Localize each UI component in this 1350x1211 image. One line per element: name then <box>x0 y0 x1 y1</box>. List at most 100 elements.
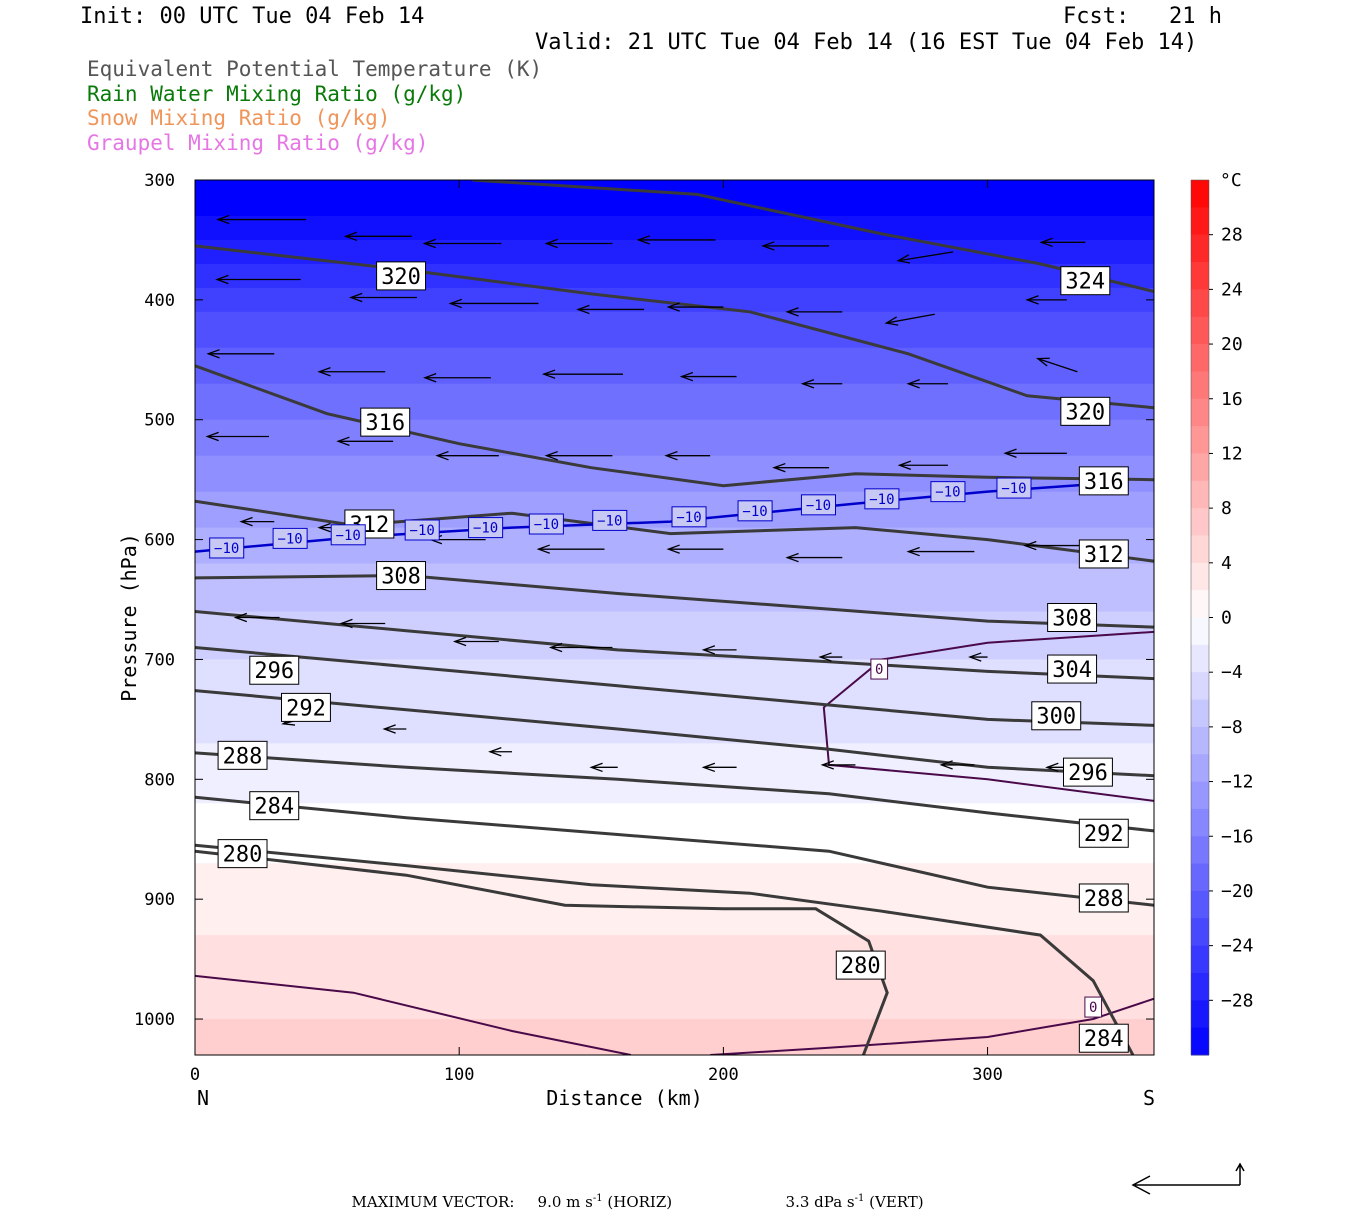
theta-e-label: 316 <box>1084 470 1124 495</box>
x-tick-label: 0 <box>190 1065 200 1085</box>
wind-vector-head <box>382 724 396 734</box>
wind-vector <box>1037 357 1078 373</box>
theta-e-contours <box>195 180 1154 1055</box>
wind-vector-head <box>317 522 331 533</box>
wind-vector-head <box>1003 448 1017 459</box>
field-title-snow: Snow Mixing Ratio (g/kg) <box>87 106 391 130</box>
wind-vector-head <box>897 460 912 470</box>
horiz-unit: (HORIZ) <box>607 1193 673 1211</box>
temperature-band <box>195 971 1154 985</box>
temperature-band <box>195 599 1154 613</box>
isotherm-minus10-label: −10 <box>1001 481 1026 497</box>
temperature-band <box>195 299 1154 313</box>
theta-e-label: 288 <box>223 744 263 769</box>
wind-vector-head <box>906 546 920 557</box>
y-tick-label: 1000 <box>134 1010 175 1030</box>
temperature-band <box>195 587 1154 601</box>
colorbar-segment <box>1191 289 1209 318</box>
horiz-exp: -1 <box>592 1193 603 1204</box>
theta-e-label: 308 <box>1052 606 1092 631</box>
colorbar-tick-label: 0 <box>1221 608 1232 629</box>
colorbar-segment <box>1191 890 1209 919</box>
y-tick-label: 300 <box>144 171 175 191</box>
temperature-band <box>195 491 1154 505</box>
temperature-band <box>195 275 1154 289</box>
x-tick-label: 300 <box>972 1065 1003 1085</box>
temperature-band <box>195 995 1154 1009</box>
isotherm-minus10-label: −10 <box>473 521 498 537</box>
temperature-band <box>195 1031 1154 1045</box>
temperature-band <box>195 455 1154 469</box>
wind-vector-head <box>349 292 363 303</box>
wind-vector-head <box>215 274 229 285</box>
temperature-band <box>195 287 1154 301</box>
temperature-band <box>195 1043 1154 1055</box>
theta-e-contour-316 <box>195 364 1154 488</box>
colorbar-segment <box>1191 316 1209 345</box>
zero-isotherm <box>195 630 1154 1055</box>
temperature-band <box>195 731 1154 745</box>
isotherm-minus10-label: −10 <box>277 531 302 547</box>
temperature-band <box>195 887 1154 901</box>
theta-e-label-box <box>1078 1023 1129 1053</box>
theta-e-label-box <box>249 655 300 685</box>
wind-vector-head <box>906 379 920 389</box>
theta-e-label: 296 <box>1068 761 1108 786</box>
zero-isotherm-line <box>710 997 1154 1055</box>
colorbar-tick-label: −12 <box>1221 772 1254 793</box>
theta-e-contour-300 <box>195 646 1154 727</box>
colorbar-segment <box>1191 562 1209 591</box>
wind-vector-head <box>1045 762 1059 773</box>
temperature-band <box>195 839 1154 853</box>
theta-e-label-box <box>217 839 268 869</box>
vert-value: 3.3 dPa s <box>785 1193 855 1211</box>
temperature-band <box>195 947 1154 961</box>
vert-exp: -1 <box>854 1193 865 1204</box>
temperature-band <box>195 1019 1154 1033</box>
colorbar-segment <box>1191 754 1209 783</box>
max-vector-caption: MAXIMUM VECTOR: <box>342 1175 515 1211</box>
theta-e-label-box <box>1060 266 1111 296</box>
wind-vector-head <box>343 231 358 242</box>
temperature-band <box>195 635 1154 649</box>
max-vector-arrow-icon <box>1131 1162 1245 1195</box>
wind-vector-head <box>317 367 331 377</box>
colorbar: 28 24 20 16 12 8 4 0 −4 −8 −12 −16 −20 −24 −28 °C <box>1190 170 1254 1056</box>
wind-vector-head <box>785 552 799 563</box>
temperature-band <box>195 899 1154 913</box>
theta-e-label: 316 <box>365 411 405 436</box>
colorbar-tick-label: −24 <box>1221 936 1254 957</box>
field-title-graupel: Graupel Mixing Ratio (g/kg) <box>87 131 429 155</box>
wind-vector-head <box>206 349 220 359</box>
colorbar-segment <box>1191 535 1209 564</box>
wind-vector <box>898 251 954 262</box>
temperature-band <box>195 695 1154 709</box>
colorbar-tick-label: 12 <box>1221 443 1243 464</box>
vert-unit: (VERT) <box>869 1193 924 1211</box>
colorbar-segment <box>1191 1027 1209 1056</box>
field-title-rain: Rain Water Mixing Ratio (g/kg) <box>87 82 467 106</box>
theta-e-label: 320 <box>1065 400 1105 425</box>
temperature-band <box>195 383 1154 397</box>
wind-vector-head <box>216 214 230 225</box>
isotherm-minus10-label-box <box>996 477 1032 499</box>
colorbar-tick-label: 8 <box>1221 498 1232 519</box>
theta-e-label-box <box>280 692 331 722</box>
temperature-band <box>195 395 1154 409</box>
theta-e-label: 280 <box>223 843 263 868</box>
wind-vector-head <box>785 307 799 317</box>
theta-e-label-box <box>249 791 300 821</box>
temperature-band <box>195 875 1154 889</box>
theta-e-label-box <box>1047 654 1098 684</box>
colorbar-segment <box>1191 207 1209 236</box>
theta-e-label: 300 <box>1036 705 1076 730</box>
temperature-band <box>195 203 1154 217</box>
wind-vector-head <box>701 762 716 773</box>
colorbar-segment <box>1191 590 1209 618</box>
valid-time: Valid: 21 UTC Tue 04 Feb 14 (16 EST Tue … <box>535 30 1198 55</box>
wind-vector-head <box>884 316 899 326</box>
theta-e-label-box <box>376 261 427 291</box>
field-title-theta-e: Equivalent Potential Temperature (K) <box>87 57 543 81</box>
temperature-band <box>195 1007 1154 1021</box>
